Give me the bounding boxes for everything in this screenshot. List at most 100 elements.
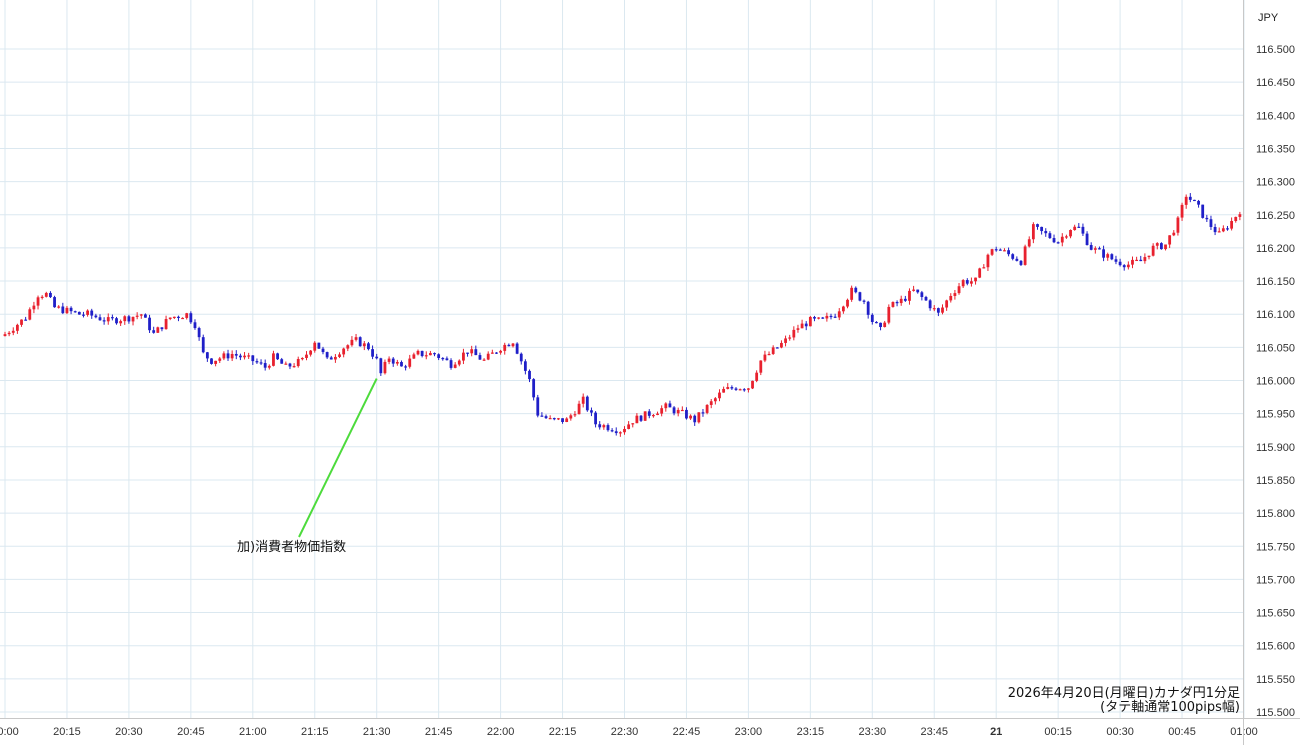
candle-body — [635, 415, 639, 424]
candle-body — [288, 363, 292, 367]
candle-body — [1126, 264, 1130, 268]
candle-body — [1003, 250, 1006, 252]
candle-body — [705, 404, 709, 413]
candle-body — [821, 317, 825, 319]
candle-body — [800, 323, 804, 329]
candle-body — [1089, 245, 1093, 250]
candle-body — [833, 316, 837, 318]
candle-body — [1060, 236, 1064, 243]
candle-body — [536, 397, 540, 416]
candle-body — [391, 358, 395, 364]
candle-body — [1073, 226, 1077, 231]
y-tick-label: 115.850 — [1256, 475, 1295, 487]
candle-body — [474, 349, 478, 356]
candle-body — [664, 403, 668, 409]
candle-body — [412, 354, 416, 359]
candle-body — [994, 249, 998, 251]
candle-body — [57, 306, 61, 308]
x-tick-label: 22:15 — [549, 726, 577, 738]
y-tick-label: 116.000 — [1256, 376, 1295, 388]
candle-body — [172, 316, 176, 318]
candle-body — [40, 296, 44, 298]
x-tick-label: 23:45 — [920, 726, 948, 738]
candle-body — [1155, 243, 1159, 246]
candle-body — [643, 411, 647, 421]
candle-body — [895, 302, 899, 304]
candle-body — [623, 428, 626, 433]
x-tick-label: 00:15 — [1044, 726, 1072, 738]
y-tick-label: 116.500 — [1256, 44, 1295, 56]
candle-body — [540, 415, 544, 417]
candle-body — [106, 317, 110, 322]
candle-body — [49, 292, 52, 298]
candle-body — [920, 292, 924, 297]
candle-body — [127, 316, 131, 322]
candle-body — [486, 353, 490, 360]
candle-body — [709, 401, 713, 405]
candle-body — [689, 415, 692, 419]
candle-body — [197, 328, 201, 338]
candle-body — [1048, 233, 1052, 239]
x-tick-label: 22:30 — [611, 726, 639, 738]
candle-body — [899, 298, 903, 304]
candle-body — [1197, 200, 1200, 205]
y-tick-label: 115.600 — [1256, 641, 1295, 653]
candle-body — [986, 254, 990, 268]
x-tick-label: 23:15 — [797, 726, 825, 738]
candle-body — [90, 310, 94, 316]
x-tick-label: 20:30 — [115, 726, 143, 738]
chart-grid — [0, 0, 1245, 718]
candle-body — [544, 416, 548, 419]
candle-body — [243, 355, 246, 358]
x-tick-label: 22:00 — [487, 726, 515, 738]
candle-body — [115, 318, 118, 324]
candle-body — [292, 366, 296, 368]
candle-body — [701, 412, 705, 414]
candle-body — [606, 425, 610, 431]
candle-body — [1015, 258, 1019, 261]
candle-body — [1023, 246, 1027, 265]
candle-body — [928, 300, 932, 309]
candle-body — [598, 424, 602, 428]
candle-body — [1031, 224, 1035, 240]
candle-body — [577, 403, 581, 415]
candle-body — [131, 316, 135, 322]
candle-body — [693, 415, 697, 423]
candle-body — [1164, 244, 1167, 250]
x-tick-label: 22:45 — [673, 726, 701, 738]
candle-body — [854, 287, 858, 293]
candle-body — [941, 307, 944, 313]
x-tick-label: 23:00 — [735, 726, 763, 738]
candle-body — [144, 314, 147, 318]
candle-body — [86, 310, 89, 315]
candle-body — [759, 360, 763, 373]
candle-body — [342, 348, 346, 355]
candle-body — [263, 363, 267, 368]
candle-body — [879, 322, 882, 328]
candle-body — [1234, 216, 1238, 221]
candle-body — [734, 388, 738, 390]
candle-body — [916, 289, 920, 293]
candle-body — [804, 323, 808, 327]
candle-body — [234, 353, 238, 356]
currency-label: JPY — [1258, 12, 1279, 24]
candle-body — [300, 357, 304, 360]
candle-body — [825, 315, 829, 319]
candle-body — [82, 314, 85, 316]
candle-body — [416, 350, 420, 355]
candle-body — [965, 280, 969, 284]
candle-body — [573, 414, 577, 416]
candle-body — [1081, 226, 1085, 234]
candle-body — [817, 317, 821, 319]
candle-body — [7, 332, 11, 335]
candle-body — [354, 337, 358, 340]
annotation-label: 加)消費者物価指数 — [237, 540, 346, 555]
candle-body — [272, 353, 275, 366]
candle-body — [978, 268, 982, 278]
candle-body — [1027, 239, 1031, 247]
candle-body — [65, 307, 69, 314]
candle-body — [1160, 243, 1163, 250]
annotation-leader-line — [298, 378, 378, 538]
candle-body — [1098, 248, 1101, 250]
